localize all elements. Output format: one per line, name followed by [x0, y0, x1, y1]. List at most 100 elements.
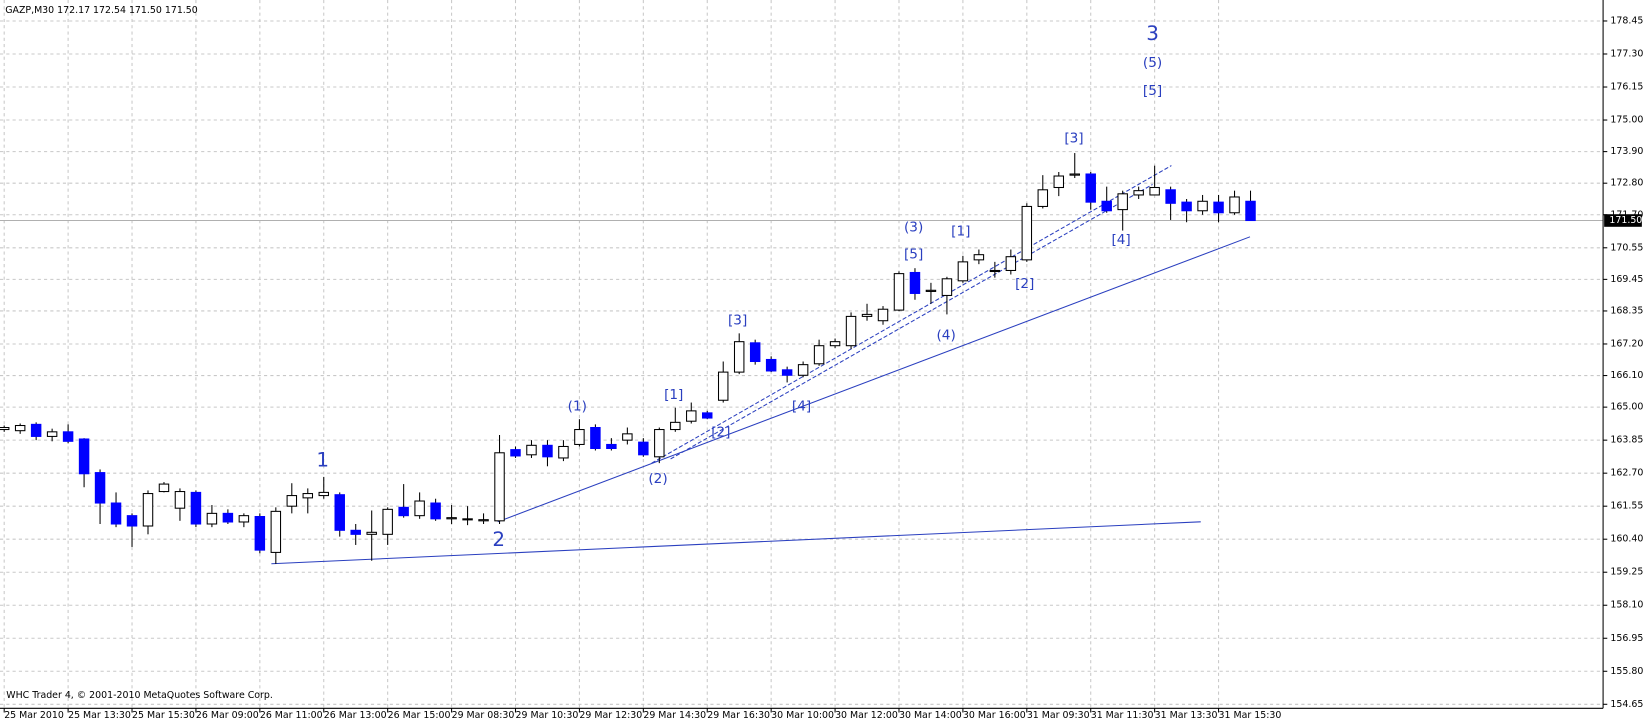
candle-body — [238, 515, 250, 523]
candle-body — [686, 410, 697, 422]
candle-body — [222, 512, 234, 523]
candle-body — [1229, 196, 1240, 214]
wave-label: (1) — [568, 399, 587, 415]
x-tick-label: 31 Mar 15:30 — [1219, 710, 1282, 721]
candle-body — [749, 342, 761, 363]
candles — [0, 153, 1256, 564]
y-tick-label: 158.10 — [1610, 600, 1643, 611]
candle-body — [1165, 189, 1176, 204]
candle-body — [542, 444, 553, 458]
x-tick-label: 26 Mar 15:00 — [388, 710, 451, 721]
y-tick-label: 155.80 — [1610, 666, 1643, 677]
wave-label: 1 — [316, 449, 329, 472]
y-tick-label: 175.00 — [1610, 115, 1643, 126]
wave-label: [4] — [792, 399, 811, 415]
y-tick-label: 168.35 — [1610, 305, 1643, 316]
y-tick-label: 167.20 — [1610, 338, 1643, 349]
candle-body — [142, 493, 154, 527]
candle-body — [1053, 175, 1065, 189]
candle-body — [302, 493, 314, 499]
candle-body — [78, 438, 90, 475]
wave-label: [4] — [1111, 232, 1130, 248]
candle-body — [398, 506, 409, 517]
x-tick-label: 31 Mar 11:30 — [1091, 710, 1154, 721]
candle-body — [1133, 190, 1144, 196]
x-tick-label: 30 Mar 14:00 — [899, 710, 962, 721]
candle-body — [366, 531, 377, 535]
candle-body — [638, 441, 649, 456]
current-price-box — [1604, 214, 1642, 227]
y-tick-label: 177.30 — [1610, 48, 1643, 59]
candle-body — [957, 261, 969, 282]
candle-body — [46, 431, 58, 437]
candle-body — [1021, 205, 1033, 261]
candle-body — [574, 429, 585, 445]
y-tick-label: 163.85 — [1610, 435, 1643, 446]
candle-body — [126, 515, 138, 527]
wave-label: [5] — [904, 247, 923, 263]
copyright: WHC Trader 4, © 2001-2010 MetaQuotes Sof… — [6, 690, 273, 701]
candle-body — [286, 495, 298, 507]
candle-body — [446, 517, 457, 520]
candle-body — [510, 449, 521, 457]
x-tick-label: 29 Mar 12:30 — [579, 710, 642, 721]
x-tick-label: 25 Mar 15:30 — [132, 710, 195, 721]
y-tick-label: 176.15 — [1610, 82, 1643, 93]
candle-body — [893, 273, 905, 311]
header: GAZP,M30 172.17 172.54 171.50 171.50 — [5, 5, 198, 16]
x-tick-label: 31 Mar 09:30 — [1027, 710, 1090, 721]
trend-lines — [271, 165, 1251, 565]
candle-body — [973, 254, 985, 261]
candle-body — [941, 278, 953, 296]
candle-body — [254, 516, 266, 551]
x-tick-label: 29 Mar 10:30 — [516, 710, 579, 721]
candle-body — [494, 452, 505, 522]
candle-body — [1245, 200, 1256, 222]
candle-body — [94, 472, 106, 504]
x-tick-label: 31 Mar 13:30 — [1155, 710, 1218, 721]
candle-body — [1197, 200, 1208, 212]
wave-label: [1] — [951, 224, 970, 240]
candle-body — [190, 491, 202, 525]
wave-label: [2] — [1015, 276, 1034, 292]
wave-label: [2] — [711, 425, 730, 441]
wave-label: (4) — [936, 327, 955, 343]
candle-body — [606, 443, 617, 450]
x-tick-label: 30 Mar 16:00 — [963, 710, 1026, 721]
candle-body — [206, 512, 218, 525]
trend-line — [497, 236, 1251, 523]
x-tick-label: 25 Mar 2010 — [4, 710, 64, 721]
trend-line-dashed — [651, 165, 1172, 464]
y-tick-label: 161.55 — [1610, 501, 1643, 512]
candle-body — [270, 510, 282, 553]
wave-label: (2) — [648, 471, 667, 487]
candle-body — [478, 519, 489, 522]
trend-line — [271, 521, 1201, 565]
candle-body — [382, 508, 393, 535]
y-tick-label: 154.65 — [1610, 699, 1643, 710]
y-tick-label: 178.45 — [1610, 15, 1643, 26]
candle-body — [909, 271, 921, 294]
candle-body — [430, 502, 441, 520]
trend-line-dashed — [670, 183, 1153, 460]
candle-body — [1005, 256, 1017, 271]
candle-body — [350, 529, 361, 535]
candle-body — [174, 491, 186, 509]
candle-body — [989, 269, 1001, 273]
candle-body — [1181, 201, 1192, 212]
wave-label: 3 — [1146, 22, 1159, 45]
y-tick-label: 160.40 — [1610, 534, 1643, 545]
candle-body — [925, 289, 937, 292]
candle-body — [861, 313, 873, 317]
y-tick-label: 165.00 — [1610, 402, 1643, 413]
candle-body — [30, 423, 42, 437]
candle-body — [877, 308, 889, 322]
candle-body — [797, 364, 809, 376]
wave-label: (5) — [1143, 55, 1162, 71]
candle-body — [829, 341, 841, 347]
wave-label: [1] — [664, 387, 683, 403]
wave-label: (3) — [904, 219, 923, 235]
x-tick-label: 30 Mar 10:00 — [771, 710, 834, 721]
candle-body — [702, 412, 713, 419]
